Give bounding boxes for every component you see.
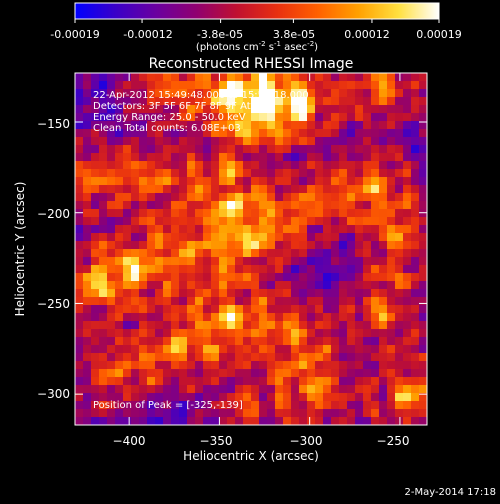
colorbar-ticks xyxy=(74,19,440,23)
y-tick-label: −200 xyxy=(37,207,70,221)
colorbar-tick-label: 0.00019 xyxy=(416,28,462,41)
y-tick-label: −300 xyxy=(37,387,70,401)
colorbar-tick-label: -0.00019 xyxy=(50,28,99,41)
x-tick-label: −250 xyxy=(377,434,410,448)
info-total-counts: Clean Total counts: 6.08E+03 xyxy=(93,123,241,134)
colorbar-tick-label: -3.8e-05 xyxy=(197,28,243,41)
colorbar-gradient xyxy=(74,2,440,20)
y-tick-label: −250 xyxy=(37,297,70,311)
colorbar-tick-label: -0.00012 xyxy=(123,28,172,41)
info-detectors: Detectors: 3F 5F 6F 7F 8F 9F Att 0 xyxy=(93,101,264,112)
x-axis-label: Heliocentric X (arcsec) xyxy=(183,449,319,463)
x-tick-label: −400 xyxy=(113,434,146,448)
info-time-range: 22-Apr-2012 15:49:48.000 to 15:54:18.000 xyxy=(93,90,309,101)
colorbar-tick-label: 3.8e-05 xyxy=(273,28,315,41)
chart-title: Reconstructed RHESSI Image xyxy=(149,56,354,72)
y-tick-label: −150 xyxy=(37,117,70,131)
peak-position: Position of Peak = [-325,-139] xyxy=(93,400,243,411)
info-energy-range: Energy Range: 25.0 - 50.0 keV xyxy=(93,112,246,123)
plot-frame xyxy=(74,72,428,426)
x-tick-label: −350 xyxy=(200,434,233,448)
colorbar-tick-label: 0.00012 xyxy=(344,28,390,41)
axis-ticks xyxy=(75,73,427,425)
y-axis-label: Heliocentric Y (arcsec) xyxy=(13,182,27,317)
colorbar-units: (photons cm-2 s-1 asec-2) xyxy=(196,40,318,53)
colorbar: -0.00019 -0.00012 -3.8e-05 3.8e-05 0.000… xyxy=(50,2,462,53)
heatmap-image xyxy=(75,73,427,425)
x-tick-label: −300 xyxy=(290,434,323,448)
footer-timestamp: 2-May-2014 17:18 xyxy=(404,487,496,498)
